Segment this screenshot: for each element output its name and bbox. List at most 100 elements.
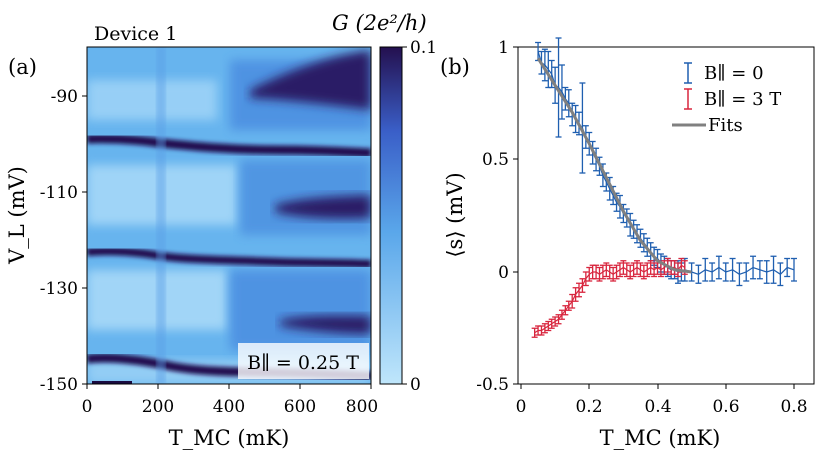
heatmap-x-tick: 400 (213, 397, 245, 417)
colorbar-tick-min: 0 (410, 375, 421, 395)
data-point-errorbar (552, 316, 559, 327)
heatmap-y-tick: -90 (51, 87, 78, 107)
data-point-errorbar (791, 257, 797, 282)
data-point-errorbar (634, 260, 641, 275)
colorbar-tick-max: 0.1 (410, 38, 437, 58)
scatter-x-tick: 0.2 (575, 397, 602, 417)
data-point-errorbar (541, 323, 548, 334)
data-point-errorbar (569, 293, 576, 309)
colorbar-gradient (379, 46, 403, 385)
scatter-y-tick: 0 (498, 263, 509, 283)
data-point-errorbar (596, 266, 603, 282)
heatmap-y-ticks: -90 -110 -130 -150 (40, 87, 87, 395)
data-point-errorbar (640, 264, 647, 280)
data-point-errorbar (599, 264, 606, 280)
data-point-errorbar (548, 318, 555, 329)
heatmap-y-tick: -150 (40, 375, 78, 395)
data-point-errorbar (695, 264, 702, 284)
scatter-x-label: T_MC (mK) (600, 426, 721, 450)
scatter-x-ticks: 0 0.2 0.4 0.6 0.8 (516, 384, 808, 417)
data-point-errorbar (613, 264, 620, 280)
data-point-errorbar (616, 262, 623, 278)
fit-line (536, 57, 692, 274)
heatmap-image (87, 47, 371, 384)
device-label: Device 1 (94, 23, 177, 45)
data-point-errorbar (576, 282, 583, 298)
scatter-x-tick: 0.6 (712, 397, 739, 417)
data-point-errorbar (647, 260, 654, 275)
heatmap-panel: 0 200 400 600 800 -90 -110 -130 -150 (a)… (5, 23, 378, 450)
data-point-errorbar (644, 262, 651, 278)
scatter-y-tick: 0.5 (482, 150, 509, 170)
field-annotation-box (238, 343, 369, 379)
colorbar-title: G (2e²/h) (332, 11, 427, 35)
data-point-errorbar (736, 262, 743, 287)
data-point-errorbar (715, 255, 722, 280)
scatter-y-tick: 1 (498, 38, 509, 58)
data-point-errorbar (756, 260, 763, 280)
data-point-errorbar (688, 262, 695, 282)
heatmap-y-tick: -130 (40, 279, 78, 299)
colorbar: 0.1 0 G (2e²/h) (332, 11, 437, 395)
data-point-errorbar (743, 262, 750, 282)
data-point-errorbar (538, 325, 545, 336)
scatter-y-label: ⟨s⟩ (mV) (443, 172, 467, 257)
data-point-errorbar (579, 278, 586, 293)
field-annotation: B∥ = 0.25 T (247, 352, 359, 374)
data-point-errorbar (722, 262, 729, 282)
data-point-errorbar (763, 260, 770, 284)
scatter-y-tick: -0.5 (476, 375, 509, 395)
scatter-x-tick: 0.8 (780, 397, 807, 417)
data-point-errorbar (671, 260, 678, 275)
legend-marker-series-0 (684, 62, 692, 84)
data-point-errorbar (777, 262, 784, 287)
panel-b-letter: (b) (440, 55, 470, 79)
legend-label-series-3: B∥ = 3 T (704, 89, 781, 110)
series-line-0 (537, 51, 795, 276)
scatter-x-tick: 0 (516, 397, 527, 417)
data-point-errorbar (545, 320, 552, 332)
data-point-errorbar (586, 266, 593, 282)
heatmap-x-tick: 200 (142, 397, 174, 417)
data-point-errorbar (558, 309, 565, 320)
data-point-errorbar (531, 327, 538, 338)
data-point-errorbar (709, 262, 716, 282)
data-point-errorbar (610, 266, 617, 282)
legend-marker-series-3 (684, 88, 692, 110)
data-point-errorbar (555, 37, 562, 138)
legend-label-series-0: B∥ = 0 (704, 63, 764, 84)
scatter-frame (517, 46, 815, 385)
data-point-errorbar (651, 262, 658, 278)
data-point-errorbar (630, 262, 637, 278)
heatmap-x-tick: 600 (284, 397, 316, 417)
data-point-errorbar (627, 264, 634, 280)
heatmap-x-label: T_MC (mK) (169, 426, 290, 450)
data-point-errorbar (606, 264, 613, 280)
panel-a-letter: (a) (8, 55, 37, 79)
scatter-x-tick: 0.4 (644, 397, 671, 417)
heatmap-y-tick: -110 (40, 183, 78, 203)
data-point-errorbar (620, 260, 627, 275)
data-point-errorbar (565, 300, 572, 311)
scatter-series (531, 37, 797, 338)
data-point-errorbar (541, 48, 548, 82)
heatmap-y-label: V_L (mV) (5, 166, 29, 265)
data-point-errorbar (593, 264, 600, 280)
data-point-errorbar (623, 262, 630, 278)
data-point-errorbar (603, 262, 610, 278)
legend-label-fits: Fits (708, 115, 743, 136)
data-point-errorbar (565, 89, 572, 118)
data-point-errorbar (562, 305, 569, 316)
legend: B∥ = 0 B∥ = 3 T Fits (672, 62, 781, 136)
data-point-errorbar (548, 59, 555, 89)
data-point-errorbar (582, 271, 589, 287)
data-point-errorbar (558, 64, 565, 120)
data-point-errorbar (572, 287, 579, 302)
data-point-errorbar (637, 262, 644, 278)
data-point-errorbar (555, 314, 562, 325)
heatmap-x-tick: 800 (346, 397, 378, 417)
data-point-errorbar (702, 257, 709, 282)
heatmap-x-ticks: 0 200 400 600 800 (82, 384, 378, 417)
scatter-y-ticks: 1 0.5 0 -0.5 (476, 38, 518, 395)
